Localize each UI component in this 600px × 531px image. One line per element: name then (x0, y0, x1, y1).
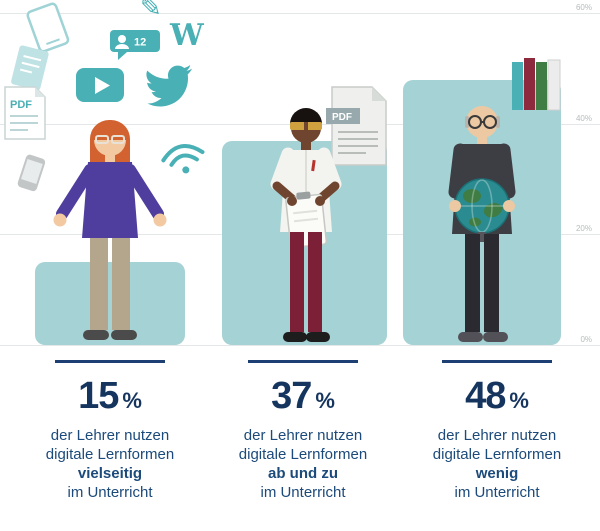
user-count-badge-icon: 12 (110, 30, 166, 67)
stat-line: im Unterricht (67, 484, 153, 501)
books-stack-icon (512, 56, 564, 117)
stat-line: der Lehrer nutzen (437, 427, 557, 444)
stat-line: der Lehrer nutzen (50, 427, 170, 444)
stat-line: im Unterricht (260, 484, 346, 501)
pdf-document-icon: PDF (326, 86, 392, 175)
wikipedia-w-icon: W (170, 18, 204, 53)
pdf-small-label: PDF (10, 99, 32, 111)
stat-emphasis: wenig (475, 465, 519, 482)
gridline-0: 0% (0, 335, 600, 346)
stat-line: im Unterricht (454, 484, 540, 501)
user-count-label: 12 (134, 37, 146, 49)
pdf-document-label: PDF (332, 112, 352, 123)
percent-value: 15% (78, 375, 142, 417)
stat-line: der Lehrer nutzen (243, 427, 363, 444)
y-tick-40: 40% (575, 114, 592, 123)
stat-line: digitale Lernformen (45, 446, 175, 463)
stat-vielseitig: 15% der Lehrer nutzen digitale Lernforme… (15, 360, 205, 502)
pdf-icon: PDF (4, 86, 50, 149)
wifi-icon (153, 123, 216, 190)
y-tick-0: 0% (580, 335, 592, 344)
video-play-icon (76, 68, 124, 109)
phone-icon (9, 151, 52, 205)
percent-value: 48% (465, 375, 529, 417)
stat-emphasis: ab und zu (268, 465, 338, 482)
stat-line: digitale Lernformen (238, 446, 368, 463)
stat-emphasis: vielseitig (77, 465, 143, 482)
twitter-bird-icon (143, 60, 196, 118)
pencil-icon: ✎ (140, 0, 162, 22)
teacher-man-illustration (236, 98, 376, 359)
stat-ab-und-zu: 37% der Lehrer nutzen digitale Lernforme… (208, 360, 398, 502)
globe-icon (454, 178, 510, 242)
divider (55, 360, 165, 363)
gridline-60: 60% (0, 3, 600, 14)
y-tick-20: 20% (575, 224, 592, 233)
teacher-woman-illustration (28, 102, 192, 351)
teacher-older-man-illustration (410, 96, 555, 359)
bar-vielseitig (35, 262, 185, 345)
percent-value: 37% (271, 375, 335, 417)
divider (442, 360, 552, 363)
y-tick-60: 60% (575, 3, 592, 12)
stat-wenig: 48% der Lehrer nutzen digitale Lernforme… (402, 360, 592, 502)
divider (248, 360, 358, 363)
tablet-icon (21, 0, 78, 64)
document-icon (4, 40, 56, 103)
stat-line: digitale Lernformen (432, 446, 562, 463)
